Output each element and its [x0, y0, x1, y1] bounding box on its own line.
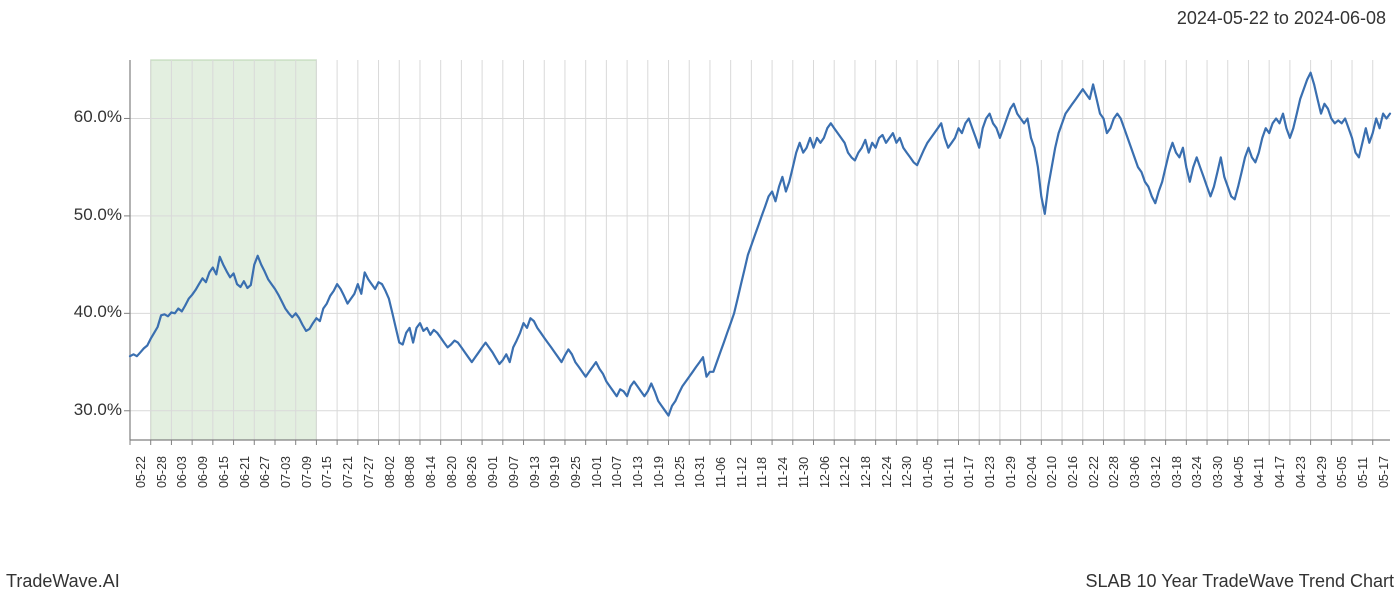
- xtick-label: 06-15: [217, 456, 231, 488]
- xtick-label: 08-02: [383, 456, 397, 488]
- xtick-label: 03-30: [1211, 456, 1225, 488]
- xtick-label: 10-13: [631, 456, 645, 488]
- xtick-label: 09-01: [486, 456, 500, 488]
- ytick-label: 50.0%: [12, 205, 122, 225]
- xtick-label: 10-25: [673, 456, 687, 488]
- xtick-label: 04-17: [1273, 456, 1287, 488]
- xtick-label: 04-23: [1294, 456, 1308, 488]
- xtick-label: 09-13: [528, 456, 542, 488]
- xtick-label: 05-11: [1356, 457, 1370, 488]
- xtick-label: 03-12: [1149, 456, 1163, 488]
- xtick-label: 07-09: [300, 456, 314, 488]
- xtick-label: 12-30: [900, 456, 914, 488]
- xtick-label: 02-22: [1087, 456, 1101, 488]
- xtick-label: 11-24: [776, 457, 790, 488]
- xtick-label: 10-01: [590, 456, 604, 488]
- xtick-label: 01-11: [942, 457, 956, 488]
- xtick-label: 12-06: [818, 456, 832, 488]
- xtick-label: 06-09: [196, 456, 210, 488]
- xtick-label: 05-22: [134, 456, 148, 488]
- xtick-label: 10-19: [652, 456, 666, 488]
- xtick-label: 11-18: [755, 457, 769, 488]
- xtick-label: 06-03: [175, 456, 189, 488]
- xtick-label: 01-17: [962, 456, 976, 488]
- xtick-label: 07-21: [341, 456, 355, 488]
- xtick-label: 06-21: [238, 456, 252, 488]
- xtick-label: 05-28: [155, 456, 169, 488]
- ytick-label: 30.0%: [12, 400, 122, 420]
- chart-title-label: SLAB 10 Year TradeWave Trend Chart: [1085, 571, 1394, 592]
- xtick-label: 11-30: [797, 457, 811, 488]
- xtick-label: 09-25: [569, 456, 583, 488]
- xtick-label: 05-17: [1377, 456, 1391, 488]
- xtick-label: 01-29: [1004, 456, 1018, 488]
- xtick-label: 12-24: [880, 456, 894, 488]
- ytick-label: 40.0%: [12, 302, 122, 322]
- xtick-label: 02-04: [1025, 456, 1039, 488]
- xtick-label: 05-05: [1335, 456, 1349, 488]
- chart-container: 2024-05-22 to 2024-06-08 30.0% 40.0% 50.0%…: [0, 0, 1400, 600]
- xtick-label: 04-05: [1232, 456, 1246, 488]
- xtick-label: 09-07: [507, 456, 521, 488]
- xtick-label: 08-26: [465, 456, 479, 488]
- xtick-label: 03-06: [1128, 456, 1142, 488]
- xtick-label: 08-08: [403, 456, 417, 488]
- xtick-label: 02-28: [1107, 456, 1121, 488]
- xtick-label: 04-29: [1315, 456, 1329, 488]
- xtick-label: 10-31: [693, 456, 707, 488]
- chart-plot: 30.0% 40.0% 50.0% 60.0% 05-22 05-28 06-03 06-09…: [0, 40, 1400, 550]
- xtick-label: 06-27: [258, 456, 272, 488]
- date-range-label: 2024-05-22 to 2024-06-08: [1177, 8, 1386, 29]
- xtick-label: 07-03: [279, 456, 293, 488]
- xtick-label: 03-24: [1190, 456, 1204, 488]
- xtick-label: 02-10: [1045, 456, 1059, 488]
- xtick-label: 11-12: [735, 457, 749, 488]
- xtick-label: 01-05: [921, 456, 935, 488]
- xtick-label: 12-12: [838, 456, 852, 488]
- xtick-label: 07-15: [320, 456, 334, 488]
- ytick-label: 60.0%: [12, 107, 122, 127]
- xtick-label: 12-18: [859, 456, 873, 488]
- xtick-label: 11-06: [714, 457, 728, 488]
- brand-label: TradeWave.AI: [6, 571, 120, 592]
- xtick-label: 09-19: [548, 456, 562, 488]
- xtick-label: 07-27: [362, 456, 376, 488]
- xtick-label: 01-23: [983, 456, 997, 488]
- xtick-label: 08-20: [445, 456, 459, 488]
- xtick-label: 10-07: [610, 456, 624, 488]
- xtick-label: 04-11: [1252, 457, 1266, 488]
- xtick-label: 03-18: [1170, 456, 1184, 488]
- xtick-label: 08-14: [424, 456, 438, 488]
- xtick-label: 02-16: [1066, 456, 1080, 488]
